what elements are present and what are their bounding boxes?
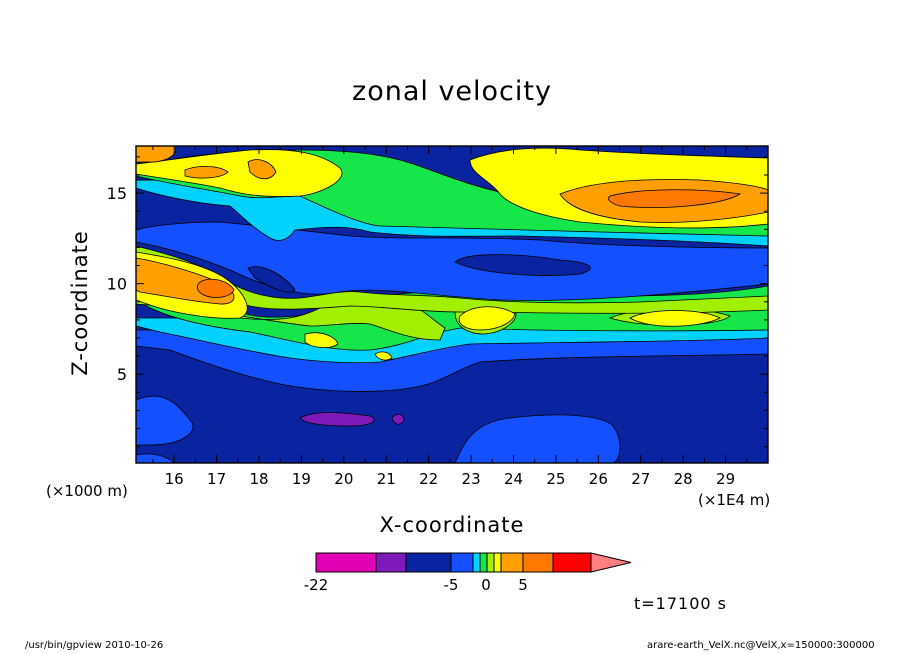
contour-region xyxy=(136,245,768,314)
contour-region xyxy=(374,351,393,361)
contour-region xyxy=(247,159,277,180)
colorbar-box xyxy=(450,552,474,573)
y-tick-label: 5 xyxy=(117,365,127,384)
x-tick-label: 19 xyxy=(292,470,311,488)
colorbar-box xyxy=(479,552,488,573)
contour-region xyxy=(454,414,621,463)
colorbar-tick-label: 0 xyxy=(481,576,491,594)
colorbar-tick-label: 5 xyxy=(518,576,528,594)
contour-region xyxy=(299,412,375,427)
x-scale-label: (×1E4 m) xyxy=(698,491,771,509)
x-unit-label: (×1000 m) xyxy=(46,482,128,500)
x-tick-label: 17 xyxy=(207,470,226,488)
colorbar: -22 -5 0 5 xyxy=(304,552,632,594)
colorbar-box xyxy=(486,552,495,573)
contour-region xyxy=(608,189,742,208)
colorbar-tick-label: -5 xyxy=(444,576,459,594)
colorbar-arrow xyxy=(590,552,632,573)
x-tick-label: 20 xyxy=(334,470,353,488)
contour-region xyxy=(247,266,296,293)
y-tick-label: 15 xyxy=(107,184,127,203)
colorbar-box xyxy=(472,552,481,573)
x-tick-label: 23 xyxy=(462,470,481,488)
contour-region xyxy=(391,414,405,425)
contour-region xyxy=(629,310,721,327)
contour-region xyxy=(454,254,591,276)
x-tick-label: 27 xyxy=(631,470,650,488)
time-annotation: t=17100 s xyxy=(634,594,727,613)
colorbar-box xyxy=(405,552,452,573)
colorbar-box xyxy=(522,552,554,573)
x-axis: 16 17 18 19 20 21 22 23 24 25 26 27 28 29 xyxy=(152,146,748,488)
footer-right: arare-earth_VelX.nc@VelX,x=150000:300000 xyxy=(647,640,875,651)
contour-region xyxy=(196,278,235,298)
x-tick-label: 24 xyxy=(504,470,523,488)
contour-region xyxy=(458,306,516,331)
plot-frame xyxy=(135,145,769,464)
contour-region xyxy=(304,332,339,348)
x-tick-label: 18 xyxy=(249,470,268,488)
chart-title: zonal velocity xyxy=(352,76,552,107)
colorbar-box xyxy=(315,552,377,573)
x-tick-label: 26 xyxy=(589,470,608,488)
colorbar-tick-label: -22 xyxy=(304,576,329,594)
x-tick-label: 16 xyxy=(165,470,184,488)
colorbar-box xyxy=(375,552,407,573)
x-tick-label: 25 xyxy=(546,470,565,488)
x-tick-label: 22 xyxy=(419,470,438,488)
footer-left: /usr/bin/gpview 2010-10-26 xyxy=(25,640,164,651)
x-tick-label: 29 xyxy=(716,470,735,488)
contour-field xyxy=(136,146,768,463)
x-tick-label: 21 xyxy=(377,470,396,488)
contour-region xyxy=(184,166,229,179)
contour-region xyxy=(136,395,194,446)
x-tick-label: 28 xyxy=(674,470,693,488)
colorbar-box xyxy=(552,552,592,573)
colorbar-box xyxy=(500,552,524,573)
contour-region xyxy=(136,149,343,197)
y-tick-label: 10 xyxy=(107,275,127,294)
x-axis-label: X-coordinate xyxy=(379,513,525,537)
y-axis-label: Z-coordinate xyxy=(68,230,92,376)
colorbar-box xyxy=(493,552,502,573)
y-axis: 5 10 15 xyxy=(107,156,768,448)
